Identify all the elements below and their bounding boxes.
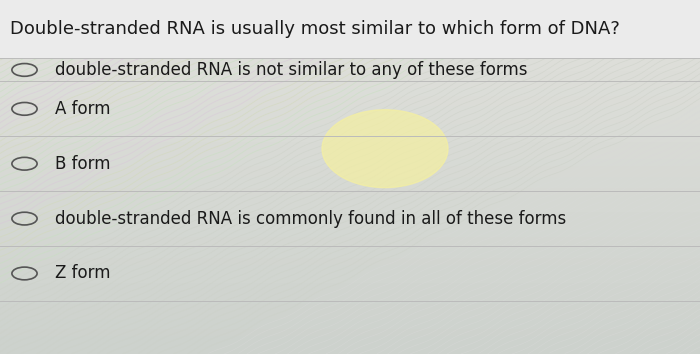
- Text: Double-stranded RNA is usually most similar to which form of DNA?: Double-stranded RNA is usually most simi…: [10, 20, 620, 38]
- Text: double-stranded RNA is not similar to any of these forms: double-stranded RNA is not similar to an…: [55, 61, 527, 79]
- Text: B form: B form: [55, 155, 110, 173]
- Ellipse shape: [322, 110, 448, 188]
- Text: double-stranded RNA is commonly found in all of these forms: double-stranded RNA is commonly found in…: [55, 210, 566, 228]
- Text: Z form: Z form: [55, 264, 110, 282]
- Bar: [0, 0, 700, 58]
- Text: A form: A form: [55, 100, 110, 118]
